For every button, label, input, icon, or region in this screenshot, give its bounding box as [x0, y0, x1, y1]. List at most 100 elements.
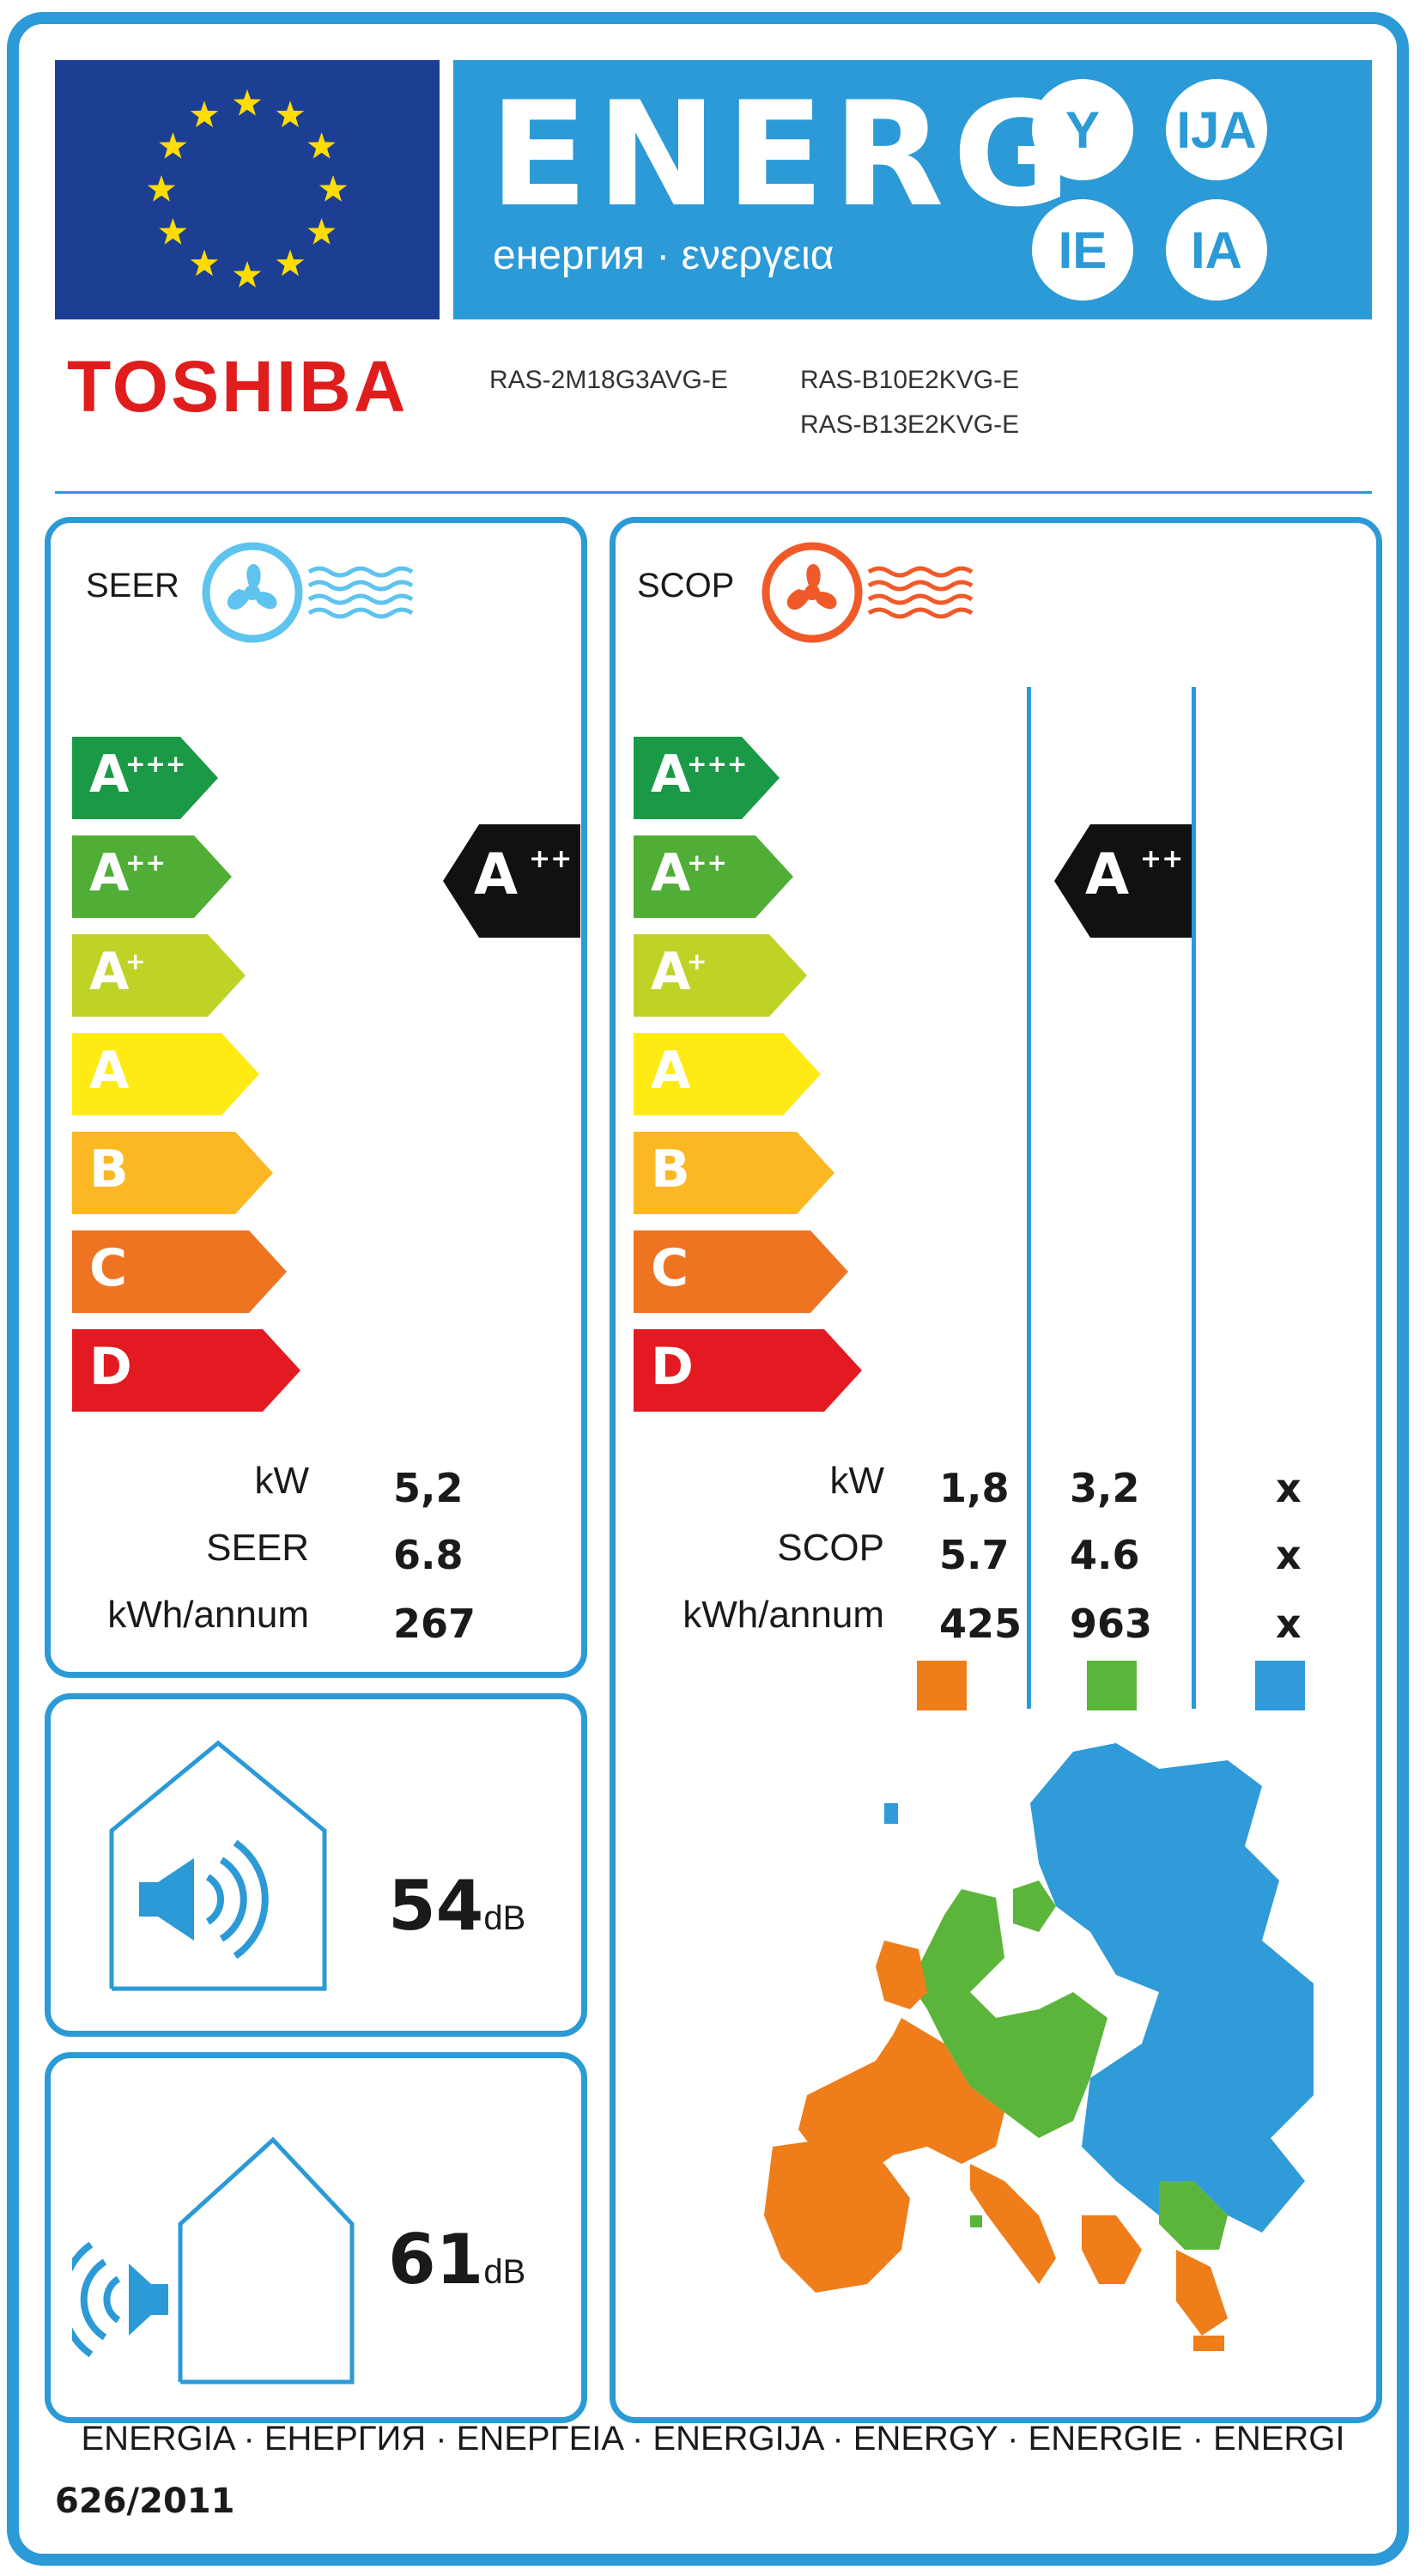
eu-star-icon: [159, 218, 187, 245]
suffix-badge: IA: [1166, 199, 1267, 301]
class-plus: +: [125, 947, 146, 975]
heating-rating-arrow: A ++: [1054, 824, 1192, 938]
row-label: SEER: [206, 1527, 309, 1569]
row-value: x: [1276, 1532, 1302, 1578]
heating-class-arrow: B: [634, 1132, 834, 1214]
eu-star-icon: [307, 132, 336, 159]
row-value: 267: [393, 1601, 476, 1647]
row-label: kWh/annum: [683, 1594, 884, 1636]
cooling-rating-plus: ++: [529, 844, 573, 874]
row-value: 5.7: [939, 1532, 1010, 1578]
label-frame: [7, 12, 1409, 2566]
class-letter: A: [651, 1041, 691, 1101]
seer-title: SEER: [86, 567, 179, 605]
heating-fan-icon: [762, 542, 974, 643]
class-letter: D: [651, 1337, 694, 1397]
cooling-rating-arrow: A ++: [443, 824, 580, 938]
class-plus: ++: [125, 848, 166, 877]
class-letter: B: [651, 1139, 690, 1200]
column-divider: [1027, 687, 1031, 1709]
cooling-class-arrow: A +++: [72, 737, 218, 819]
cooling-fan-icon: [202, 542, 414, 643]
europe-climate-map: [764, 1743, 1314, 2351]
heating-rating-letter: A: [1085, 841, 1130, 908]
zone-swatch-average: [1087, 1661, 1137, 1710]
row-label: kW: [254, 1460, 309, 1502]
row-value: 963: [1070, 1601, 1153, 1647]
row-label: kWh/annum: [107, 1594, 309, 1636]
outdoor-noise-unit: dB: [483, 2253, 526, 2291]
cooling-class-arrow: D: [72, 1329, 300, 1412]
energy-word: ENERG: [489, 70, 1080, 239]
heating-class-arrow: A: [634, 1033, 821, 1115]
indoor-speaker-icon: [109, 1740, 327, 1991]
indoor-noise-value: 54: [388, 1866, 484, 1946]
cooling-class-arrow: B: [72, 1132, 273, 1214]
eu-star-icon: [276, 100, 305, 128]
indoor-model: RAS-B13E2KVG-E: [800, 410, 1020, 439]
class-letter: D: [89, 1337, 132, 1397]
eu-stars: [147, 89, 348, 288]
outdoor-model: RAS-2M18G3AVG-E: [489, 366, 728, 394]
eu-star-icon: [276, 249, 305, 276]
row-value: x: [1276, 1465, 1302, 1511]
row-value: 4.6: [1070, 1532, 1140, 1578]
brand-name: TOSHIBA: [67, 346, 409, 427]
heating-class-arrow: D: [634, 1329, 862, 1412]
class-plus: +++: [687, 750, 748, 778]
row-value: 3,2: [1070, 1465, 1140, 1511]
eu-star-icon: [233, 261, 262, 288]
scop-title: SCOP: [637, 567, 735, 605]
heating-class-arrow: A ++: [634, 835, 793, 918]
class-plus: +++: [125, 750, 186, 778]
eu-star-icon: [159, 132, 187, 159]
row-label: SCOP: [777, 1527, 884, 1569]
row-value: 425: [939, 1601, 1022, 1647]
class-letter: A: [89, 1041, 130, 1101]
row-label: kW: [829, 1460, 884, 1502]
indoor-model: RAS-B10E2KVG-E: [800, 366, 1020, 394]
outdoor-noise-panel: [45, 2052, 587, 2423]
zone-swatch-cold: [1255, 1661, 1305, 1710]
outdoor-speaker-icon: [72, 2136, 355, 2385]
class-letter: A: [89, 744, 130, 805]
eu-star-icon: [233, 89, 262, 116]
heating-class-arrow: A +: [634, 934, 807, 1017]
row-value: x: [1276, 1601, 1302, 1647]
suffix-badge: IJA: [1166, 79, 1267, 180]
indoor-noise-unit: dB: [483, 1899, 526, 1937]
class-plus: +: [687, 947, 707, 975]
regulation-number: 626/2011: [55, 2482, 235, 2521]
cooling-class-arrow: C: [72, 1230, 287, 1313]
class-letter: A: [651, 843, 691, 903]
row-value: 1,8: [939, 1465, 1010, 1511]
cooling-class-arrow: A ++: [72, 835, 232, 918]
class-letter: A: [89, 843, 130, 903]
footer-languages: ENERGIA · ЕНЕРГИЯ · ΕΝΕΡΓΕΙΑ · ENERGIJA …: [81, 2420, 1345, 2458]
row-value: 5,2: [393, 1465, 464, 1511]
heating-rating-plus: ++: [1140, 844, 1184, 874]
class-letter: A: [89, 942, 130, 1002]
energy-subtitle: енергия · ενεργεια: [493, 233, 834, 278]
outdoor-noise-value-group: 61dB: [388, 2226, 525, 2294]
class-letter: C: [651, 1238, 689, 1298]
outdoor-noise-value: 61: [388, 2220, 484, 2300]
eu-star-icon: [307, 218, 336, 245]
heating-class-arrow: C: [634, 1230, 848, 1313]
eu-star-icon: [147, 175, 176, 202]
zone-swatch-warm: [917, 1661, 967, 1710]
class-letter: C: [89, 1238, 128, 1298]
cooling-class-arrow: A +: [72, 934, 246, 1017]
suffix-badge: Y: [1032, 79, 1133, 180]
row-value: 6.8: [393, 1532, 464, 1578]
divider: [55, 491, 1372, 494]
cooling-class-arrow: A: [72, 1033, 259, 1115]
eu-star-icon: [190, 249, 219, 276]
eu-star-icon: [319, 175, 348, 202]
indoor-noise-value-group: 54dB: [388, 1872, 525, 1941]
heating-class-arrow: A +++: [634, 737, 780, 819]
class-letter: A: [651, 744, 691, 805]
class-plus: ++: [687, 848, 727, 877]
eu-star-icon: [190, 100, 219, 128]
class-letter: A: [651, 942, 691, 1002]
